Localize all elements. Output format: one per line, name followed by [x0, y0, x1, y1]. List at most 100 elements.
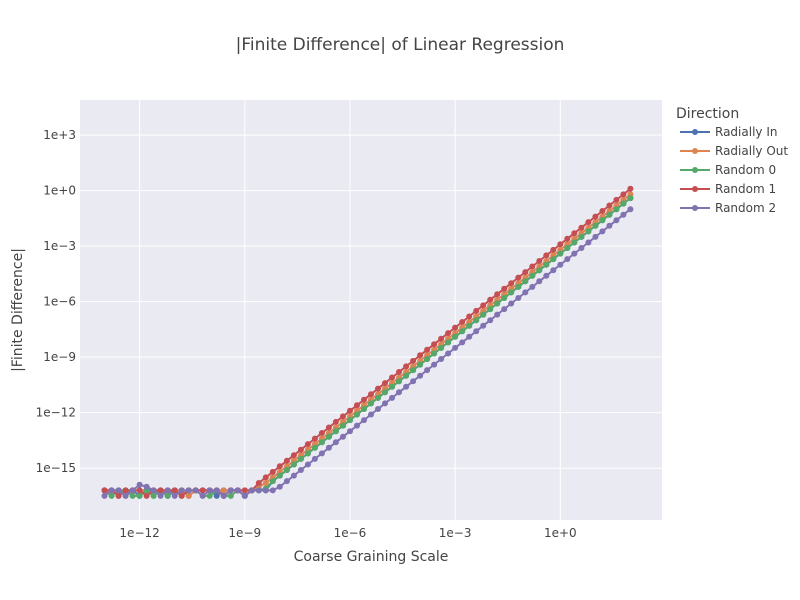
data-point — [368, 400, 374, 407]
data-point — [220, 492, 227, 499]
data-point — [417, 372, 424, 379]
data-point — [375, 394, 381, 401]
data-point — [522, 278, 529, 285]
data-point — [318, 450, 325, 457]
data-point — [424, 367, 431, 374]
data-point — [269, 468, 276, 475]
data-point — [550, 246, 557, 253]
data-point — [410, 367, 417, 374]
data-point — [340, 433, 346, 440]
data-point — [417, 361, 424, 368]
data-point — [227, 487, 234, 494]
data-point — [389, 383, 395, 390]
y-tick-label: 1e−3 — [43, 239, 76, 253]
data-point — [241, 487, 248, 494]
data-point — [487, 296, 494, 303]
data-point — [459, 319, 466, 325]
legend-label: Random 1 — [715, 182, 776, 196]
data-point — [508, 280, 515, 287]
data-point — [480, 302, 487, 309]
data-point — [199, 492, 206, 499]
data-point — [599, 217, 606, 224]
data-point — [347, 407, 353, 414]
data-point — [382, 380, 388, 387]
data-point — [318, 439, 325, 446]
y-tick-label: 1e+0 — [43, 184, 76, 198]
data-point — [529, 272, 536, 279]
legend: Direction Radially In Radially Out Random … — [676, 106, 788, 215]
legend-item[interactable]: Random 2 — [680, 201, 776, 215]
data-point — [515, 274, 522, 281]
data-point — [164, 487, 171, 494]
data-point — [494, 291, 501, 298]
data-point — [438, 335, 445, 342]
data-point — [220, 487, 227, 494]
data-point — [424, 356, 431, 362]
y-tick-label: 1e−15 — [36, 461, 76, 475]
data-point — [424, 346, 431, 353]
data-point — [262, 487, 269, 494]
data-point — [340, 422, 346, 429]
legend-swatch-marker — [692, 186, 698, 192]
data-point — [473, 328, 480, 335]
data-point — [361, 406, 367, 412]
legend-item[interactable]: Radially In — [680, 125, 777, 139]
legend-item[interactable]: Random 0 — [680, 163, 776, 177]
legend-label: Radially In — [715, 125, 777, 139]
data-point — [417, 352, 424, 359]
data-point — [403, 383, 410, 390]
data-point — [515, 283, 522, 290]
data-point — [389, 374, 395, 381]
data-point — [213, 492, 220, 499]
data-point — [255, 487, 262, 494]
data-point — [122, 487, 129, 494]
data-point — [101, 487, 108, 494]
data-point — [382, 389, 388, 396]
data-point — [571, 230, 578, 237]
data-point — [178, 487, 185, 494]
data-point — [613, 196, 620, 203]
legend-item[interactable]: Random 1 — [680, 182, 776, 196]
data-point — [536, 278, 543, 285]
data-point — [445, 339, 452, 346]
data-point — [438, 356, 445, 362]
data-point — [108, 492, 115, 499]
data-point — [332, 439, 339, 446]
data-point — [325, 444, 332, 451]
data-point — [150, 492, 157, 499]
legend-label: Radially Out — [715, 144, 788, 158]
data-point — [122, 492, 129, 499]
data-point — [543, 261, 550, 268]
data-point — [494, 300, 501, 307]
data-point — [452, 333, 459, 340]
legend-swatch-marker — [692, 205, 698, 211]
y-tick-label: 1e+3 — [43, 128, 76, 142]
data-point — [452, 344, 459, 351]
data-point — [522, 289, 529, 296]
data-point — [515, 295, 522, 301]
data-point — [452, 324, 459, 331]
data-point — [157, 487, 164, 494]
data-point — [354, 402, 360, 409]
data-point — [136, 487, 143, 494]
y-tick-label: 1e−9 — [43, 350, 76, 364]
series-random-2 — [101, 206, 634, 499]
data-point — [143, 483, 150, 490]
y-tick-label: 1e−6 — [43, 295, 76, 309]
data-point — [410, 378, 417, 385]
series-layer — [101, 185, 634, 499]
data-point — [185, 487, 192, 494]
data-point — [403, 372, 410, 379]
data-point — [592, 213, 599, 220]
data-point — [241, 492, 248, 499]
data-point — [627, 185, 634, 192]
data-point — [171, 487, 178, 494]
data-point — [557, 250, 564, 257]
data-point — [599, 208, 606, 214]
data-point — [361, 417, 367, 424]
data-point — [606, 211, 613, 218]
legend-item[interactable]: Radially Out — [680, 144, 788, 158]
data-point — [487, 317, 494, 324]
y-axis-ticks: 1e−15 1e−12 1e−9 1e−6 1e−3 1e+0 1e+3 — [36, 128, 76, 475]
data-point — [501, 285, 508, 292]
